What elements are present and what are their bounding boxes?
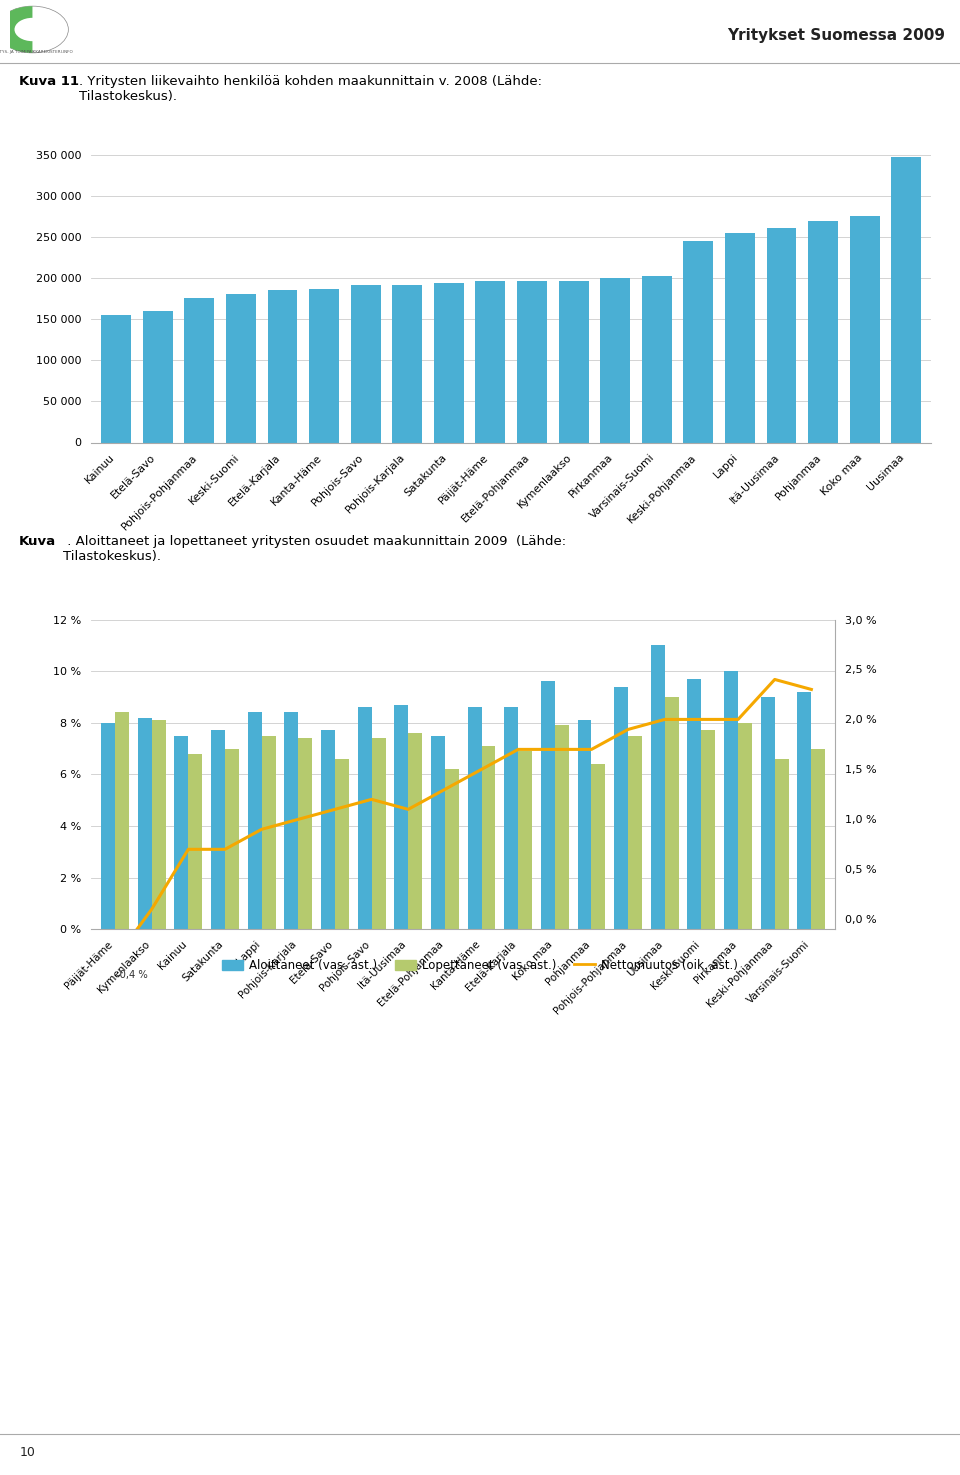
Bar — [559, 280, 588, 442]
Bar — [175, 736, 188, 929]
Text: -0,4 %: -0,4 % — [116, 969, 148, 979]
Bar — [262, 736, 276, 929]
Bar — [724, 671, 738, 929]
Bar — [184, 298, 214, 442]
Text: Kuva: Kuva — [19, 535, 57, 547]
Bar — [540, 681, 555, 929]
Bar — [152, 720, 165, 929]
Bar — [684, 240, 713, 442]
Bar — [628, 736, 642, 929]
Text: Yritykset Suomessa 2009: Yritykset Suomessa 2009 — [728, 28, 946, 43]
Bar — [321, 730, 335, 929]
Text: . Yritysten liikevaihto henkilöä kohden maakunnittain v. 2008 (Lähde:
Tilastokes: . Yritysten liikevaihto henkilöä kohden … — [79, 75, 542, 103]
Bar — [614, 687, 628, 929]
Bar — [702, 730, 715, 929]
Bar — [766, 229, 797, 442]
Bar — [775, 758, 789, 929]
Bar — [591, 764, 606, 929]
Text: 10: 10 — [19, 1447, 36, 1459]
Bar — [808, 221, 838, 442]
Text: Kuva 11: Kuva 11 — [19, 75, 79, 87]
Bar — [642, 276, 672, 442]
Bar — [226, 294, 256, 442]
Bar — [188, 754, 203, 929]
Bar — [518, 751, 532, 929]
Bar — [358, 708, 372, 929]
Bar — [143, 311, 173, 442]
Text: . Aloittaneet ja lopettaneet yritysten osuudet maakunnittain 2009  (Lähde:
Tilas: . Aloittaneet ja lopettaneet yritysten o… — [63, 535, 566, 563]
Bar — [578, 720, 591, 929]
Bar — [393, 285, 422, 442]
Bar — [811, 748, 826, 929]
Bar — [211, 730, 225, 929]
Bar — [664, 698, 679, 929]
Bar — [335, 758, 348, 929]
Bar — [468, 708, 482, 929]
Circle shape — [14, 18, 51, 41]
Bar — [517, 280, 547, 442]
Bar — [738, 723, 752, 929]
Circle shape — [0, 6, 68, 53]
Bar — [504, 708, 518, 929]
Bar — [408, 733, 422, 929]
Bar — [850, 215, 879, 442]
Bar — [434, 283, 464, 442]
Bar — [482, 746, 495, 929]
Bar — [284, 712, 299, 929]
Bar — [600, 279, 630, 442]
Bar — [268, 291, 298, 442]
Bar — [115, 712, 129, 929]
Bar — [651, 646, 664, 929]
Text: YRITYS- JA TOIMIPAIKKAREKISTERI.INFO: YRITYS- JA TOIMIPAIKKAREKISTERI.INFO — [0, 50, 72, 55]
Bar — [248, 712, 262, 929]
Bar — [555, 726, 568, 929]
Bar — [444, 770, 459, 929]
Bar — [760, 698, 775, 929]
Bar — [687, 678, 702, 929]
Bar — [475, 282, 505, 442]
Bar — [725, 233, 755, 442]
Bar — [431, 736, 444, 929]
Bar — [350, 285, 380, 442]
Bar — [299, 738, 312, 929]
Bar — [101, 723, 115, 929]
Bar — [137, 718, 152, 929]
Bar — [798, 692, 811, 929]
Legend: Aloittaneet (vas. ast.), Lopettaneet (vas. ast.), Nettomuutos (oik. ast.): Aloittaneet (vas. ast.), Lopettaneet (va… — [217, 954, 743, 976]
Wedge shape — [0, 6, 33, 53]
Bar — [395, 705, 408, 929]
Bar — [891, 158, 922, 442]
Bar — [309, 289, 339, 442]
Bar — [225, 748, 239, 929]
Bar — [101, 316, 132, 442]
Bar — [372, 738, 386, 929]
